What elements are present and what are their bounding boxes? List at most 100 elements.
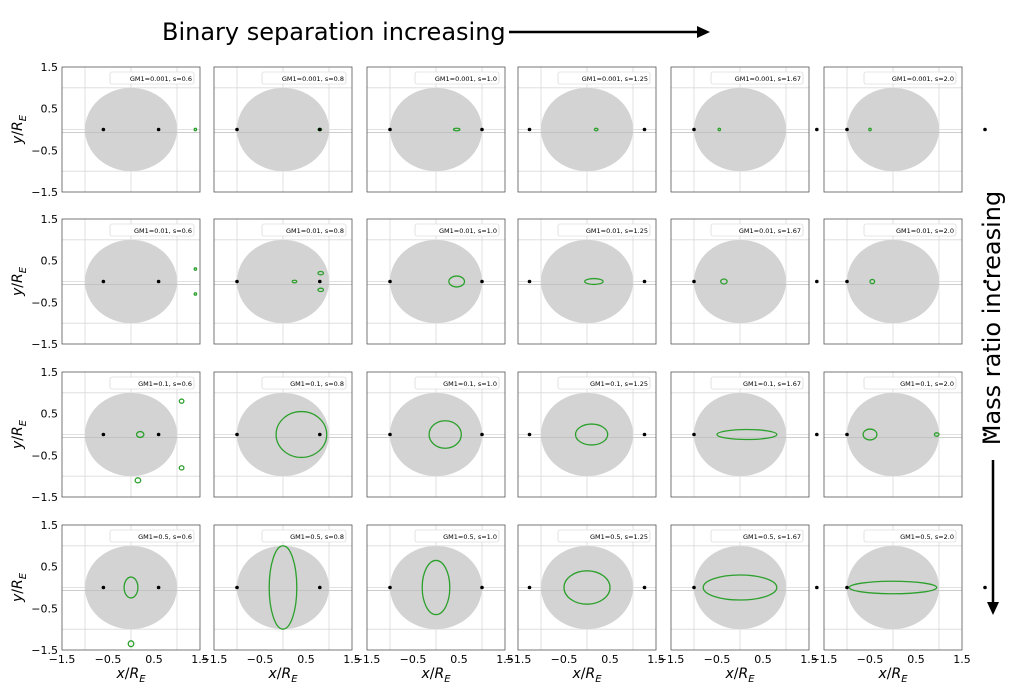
einstein-disk: [847, 87, 939, 172]
caustic-curve: [452, 127, 461, 132]
panel-r0-c3: GM1=0.001, s=1.25: [517, 66, 657, 193]
panel-frame: [823, 371, 963, 498]
panel-frame: [213, 66, 353, 193]
caustic-curve: [716, 428, 778, 441]
legend-box: [557, 529, 651, 543]
legend-box: [557, 223, 651, 237]
x-tick-label: −1.5: [505, 653, 532, 666]
einstein-disk: [847, 239, 939, 324]
top-arrow-head: [697, 26, 710, 38]
legend-box: [414, 529, 500, 543]
lens-point: [692, 127, 696, 132]
legend-label: GM1=0.01, s=0.6: [134, 227, 192, 235]
x-axis-label: x/RE: [267, 666, 298, 685]
x-tick-label: −1.5: [201, 653, 228, 666]
legend-box: [557, 71, 651, 85]
legend-label: GM1=0.001, s=0.6: [130, 75, 192, 83]
x-tick-label: 1.5: [191, 653, 209, 666]
panel-frame: [823, 218, 963, 345]
x-axis-label: x/RE: [420, 666, 451, 685]
y-tick-label: −1.5: [31, 644, 58, 657]
lens-point: [480, 432, 484, 437]
x-tick-label: −0.5: [551, 653, 578, 666]
legend-box: [109, 223, 195, 237]
caustic-curve: [134, 477, 142, 484]
panel-r0-c2: GM1=0.001, s=1.0: [366, 66, 506, 193]
panel-r2-c1: GM1=0.1, s=0.8: [213, 371, 353, 498]
panel-r3-c0: GM1=0.5, s=0.6 1.5 0.5 −0.5 −1.5 y/RE −1.5 −0.5…: [10, 519, 209, 685]
lens-point: [983, 127, 987, 132]
y-axis-label: y/RE: [10, 266, 29, 297]
lens-point: [845, 279, 849, 284]
lens-point: [388, 585, 392, 590]
einstein-disk: [541, 87, 633, 172]
legend-box: [261, 529, 347, 543]
panel-frame: [517, 524, 657, 651]
caustic-curve: [193, 267, 198, 271]
lens-point: [845, 432, 849, 437]
legend-box: [710, 71, 804, 85]
top-label: Binary separation increasing: [162, 18, 506, 46]
caustic-curve: [268, 545, 298, 630]
x-tick-label: 1.5: [647, 653, 665, 666]
einstein-disk: [694, 87, 786, 172]
panel-r1-c3: GM1=0.01, s=1.25: [517, 218, 657, 345]
caustic-curve: [317, 270, 325, 276]
caustic-curve: [848, 580, 938, 595]
panel-r3-c5: GM1=0.5, s=2.0 −1.5 −0.5 0.5 1.5 x/RE: [811, 524, 987, 685]
panel-frame: [61, 218, 201, 345]
einstein-disk: [541, 392, 633, 477]
caustic-curve: [421, 559, 451, 616]
y-axis-label: y/RE: [10, 419, 29, 450]
caustic-curve: [584, 277, 604, 286]
lens-point: [642, 279, 647, 284]
x-tick-label: −0.5: [400, 653, 427, 666]
panel-frame: [823, 524, 963, 651]
y-tick-label: 0.5: [41, 255, 59, 268]
x-tick-label: −1.5: [49, 653, 76, 666]
side-arrow-head: [987, 602, 999, 615]
lens-point: [235, 279, 239, 284]
legend-label: GM1=0.01, s=1.25: [586, 227, 648, 235]
panel-r2-c2: GM1=0.1, s=1.0: [366, 371, 506, 498]
caustic-curve: [563, 570, 611, 605]
legend-label: GM1=0.001, s=1.67: [735, 75, 801, 83]
einstein-disk: [237, 392, 329, 477]
legend-box: [710, 223, 804, 237]
y-tick-label: −0.5: [31, 144, 58, 157]
legend-label: GM1=0.01, s=1.0: [439, 227, 497, 235]
panel-frame: [670, 371, 810, 498]
panel-frame: [61, 371, 201, 498]
y-tick-label: −0.5: [31, 296, 58, 309]
panel-r0-c1: GM1=0.001, s=0.8: [213, 66, 353, 193]
legend-label: GM1=0.01, s=1.67: [739, 227, 801, 235]
caustic-curve: [717, 127, 722, 132]
panel-r0-c5: GM1=0.001, s=2.0: [823, 66, 987, 193]
panel-frame: [213, 218, 353, 345]
legend-box: [414, 376, 500, 390]
lens-point: [388, 127, 392, 132]
caustic-curve: [193, 127, 198, 132]
caustic-curve: [862, 428, 878, 441]
x-tick-label: −0.5: [95, 653, 122, 666]
x-axis-label: x/RE: [724, 666, 755, 685]
legend-box: [109, 376, 195, 390]
legend-box: [109, 529, 195, 543]
lens-point: [642, 127, 647, 132]
y-tick-label: 0.5: [41, 103, 59, 116]
panel-r3-c3: GM1=0.5, s=1.25 −1.5 −0.5 0.5 1.5 x/RE: [505, 524, 665, 685]
einstein-disk: [694, 392, 786, 477]
legend-label: GM1=0.001, s=0.8: [282, 75, 344, 83]
einstein-disk: [847, 392, 939, 477]
panel-frame: [366, 218, 506, 345]
panel-frame: [366, 524, 506, 651]
panel-frame: [61, 524, 201, 651]
lens-point: [692, 432, 696, 437]
panel-r1-c5: GM1=0.01, s=2.0: [823, 218, 987, 345]
x-tick-label: 0.5: [297, 653, 315, 666]
caustic-curve: [933, 432, 940, 437]
caustic-curve: [317, 287, 325, 293]
legend-label: GM1=0.1, s=0.6: [138, 380, 192, 388]
x-tick-label: 1.5: [496, 653, 514, 666]
panel-r1-c2: GM1=0.01, s=1.0: [366, 218, 506, 345]
